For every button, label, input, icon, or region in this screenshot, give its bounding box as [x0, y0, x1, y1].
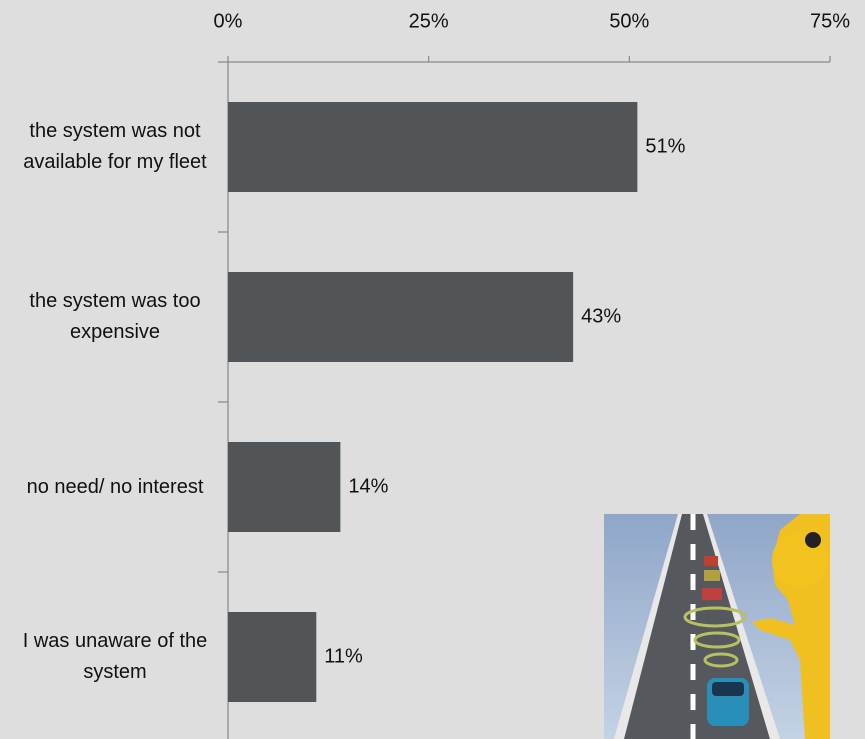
bar: [228, 102, 638, 192]
bar: [228, 272, 574, 362]
x-tick-label: 25%: [409, 10, 449, 32]
x-tick-label: 75%: [810, 10, 850, 32]
illustration: [604, 514, 830, 739]
x-tick-label: 0%: [214, 10, 243, 32]
value-label: 51%: [645, 135, 685, 157]
x-tick-label: 50%: [609, 10, 649, 32]
bar: [228, 612, 317, 702]
bar: [228, 442, 341, 532]
category-label: the system was too expensive: [29, 290, 201, 343]
y-axis-ticks: [218, 61, 228, 573]
category-label: I was unaware of the system: [22, 630, 208, 683]
category-label: the system was not available for my flee…: [23, 120, 207, 173]
category-label: no need/ no interest: [26, 475, 204, 498]
value-label: 14%: [348, 475, 388, 497]
value-label: 43%: [581, 305, 621, 327]
value-label: 11%: [324, 645, 363, 667]
